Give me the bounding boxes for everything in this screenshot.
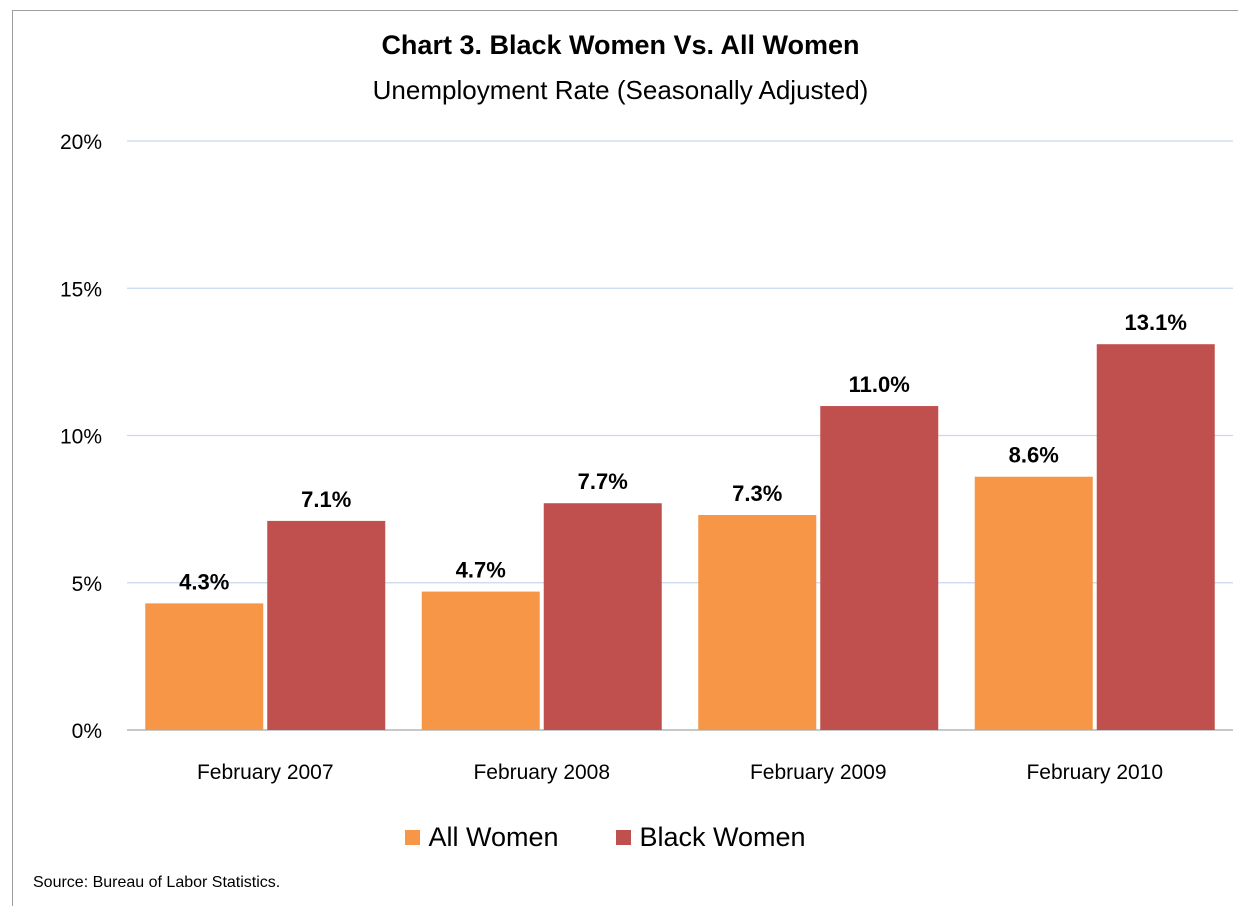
legend-item-all-women: All Women [405,822,558,853]
x-tick-label: February 2008 [473,761,610,784]
bar [1096,344,1215,730]
legend-swatch-black-women [616,830,632,845]
y-tick-label: 0% [72,720,102,743]
data-label: 11.0% [849,372,910,397]
x-tick-label: February 2009 [750,761,887,784]
chart-legend: All Women Black Women [0,822,1241,853]
y-tick-label: 5% [72,573,102,596]
bar [421,591,540,730]
bar [145,603,264,730]
legend-label-all-women: All Women [428,822,559,852]
y-tick-label: 20% [60,131,102,154]
x-tick-label: February 2010 [1026,761,1163,784]
legend-item-black-women: Black Women [616,822,806,853]
chart-title: Chart 3. Black Women Vs. All Women [381,30,860,60]
legend-swatch-all-women [405,830,421,845]
bar [267,520,386,730]
y-tick-label: 10% [60,426,102,449]
data-label: 4.3% [179,569,229,594]
data-label: 8.6% [1009,443,1059,468]
data-label: 7.7% [578,469,628,494]
y-tick-label: 15% [60,278,102,301]
chart-frame [12,10,1238,906]
legend-label-black-women: Black Women [639,822,806,852]
bar [543,503,662,730]
bar [820,406,939,730]
source-note: Source: Bureau of Labor Statistics. [33,874,281,891]
bar [974,476,1093,730]
data-label: 13.1% [1125,310,1187,335]
bar [698,515,817,730]
data-label: 7.3% [732,481,782,506]
x-tick-label: February 2007 [197,761,334,784]
data-label: 7.1% [301,487,351,512]
data-label: 4.7% [456,558,506,583]
chart-subtitle: Unemployment Rate (Seasonally Adjusted) [372,75,869,105]
